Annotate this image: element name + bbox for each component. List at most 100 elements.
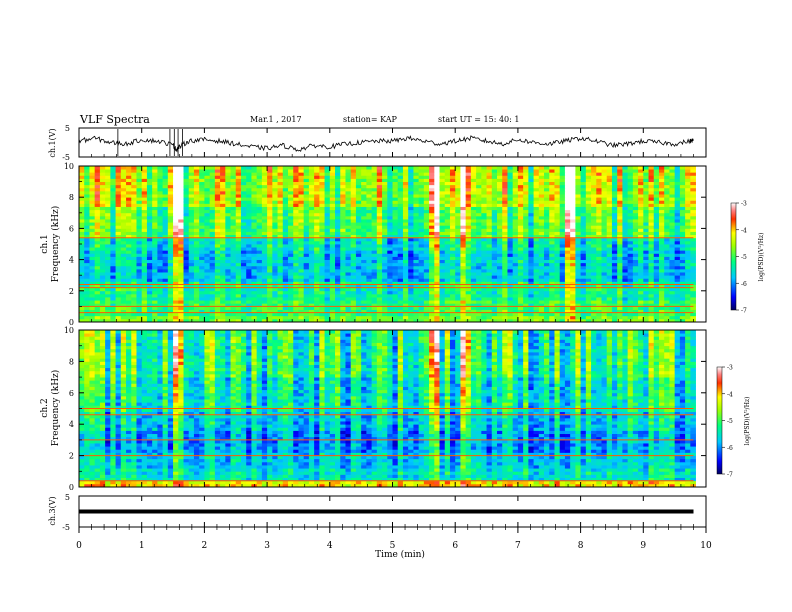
ch1-spectrogram-cell: [481, 262, 487, 267]
ch1-spectrogram-cell: [674, 209, 681, 214]
ch1-spectrogram-cell: [544, 272, 550, 276]
ch1-spectrogram-cell: [371, 206, 378, 211]
ch1-spectrogram-cell: [335, 197, 341, 201]
ch1-spectrogram-cell: [455, 200, 461, 204]
ch1-spectrogram-cell: [99, 228, 106, 232]
ch1-spectrogram-cell: [251, 225, 258, 229]
ch1-spectrogram-cell: [162, 272, 169, 276]
ch1-spectrogram-cell: [685, 272, 691, 276]
ch1-spectrogram-cell: [585, 303, 592, 307]
ch1-spectrogram-cell: [460, 303, 467, 307]
ch1-spectrogram-cell: [251, 237, 258, 242]
ch1-spectrogram-cell: [476, 265, 482, 270]
ch1-spectrogram-cell: [549, 259, 555, 264]
ch1-spectrogram-cell: [282, 293, 289, 298]
ch1-spectrogram-cell: [79, 253, 85, 257]
ch1-spectrogram-cell: [157, 219, 164, 223]
ch1-spectrogram-cell: [225, 215, 231, 220]
ch1-spectrogram-cell: [371, 190, 378, 195]
ch1-spectrogram-cell: [585, 268, 592, 273]
ch1-spectrogram-cell: [679, 190, 686, 195]
ch1-spectrogram-cell: [173, 234, 179, 239]
ch1-spectrogram-cell: [366, 206, 373, 211]
ch1-spectrogram-cell: [423, 312, 430, 317]
ch1-spectrogram-cell: [361, 315, 367, 320]
ch1-spectrogram-cell: [355, 244, 362, 248]
ch1-spectrogram-cell: [225, 297, 231, 301]
ch1-spectrogram-cell: [502, 265, 508, 270]
ch1-spectrogram-cell: [664, 297, 670, 301]
ch1-spectrogram-cell: [549, 197, 555, 201]
ch1-spectrogram-cell: [79, 212, 85, 217]
ch1-spectrogram-cell: [246, 268, 252, 273]
ch1-spectrogram-cell: [120, 259, 127, 264]
ch1-spectrogram-cell: [606, 237, 613, 242]
ch1-spectrogram-cell: [314, 253, 320, 257]
ch1-spectrogram-cell: [627, 194, 634, 198]
ch1-spectrogram-cell: [648, 231, 655, 236]
ch1-spectrogram-cell: [533, 268, 540, 273]
ch1-spectrogram-cell: [439, 215, 446, 220]
ch1-spectrogram-cell: [387, 318, 393, 323]
ch1-spectrogram-cell: [653, 190, 660, 195]
ch1-spectrogram-cell: [585, 300, 592, 304]
ch1-spectrogram-cell: [382, 284, 388, 289]
ch1-spectrogram-cell: [643, 215, 649, 220]
ch1-spectrogram-cell: [533, 209, 540, 214]
ch1-spectrogram-cell: [423, 240, 430, 245]
ch1-spectrogram-cell: [439, 219, 446, 223]
ch1-spectrogram-cell: [507, 234, 514, 239]
ch1-spectrogram-cell: [533, 244, 540, 248]
ch1-spectrogram-cell: [538, 262, 545, 267]
ch1-spectrogram-cell: [136, 318, 143, 323]
ch1-spectrogram-cell: [387, 247, 393, 251]
ch1-spectrogram-cell: [261, 306, 268, 310]
ch1-spectrogram-cell: [178, 228, 184, 232]
ch1-spectrogram-cell: [444, 237, 451, 242]
ch1-spectrogram-cell: [209, 268, 216, 273]
ch1-spectrogram-cell: [554, 253, 561, 257]
ch1-spectrogram-cell: [131, 234, 137, 239]
ch1-spectrogram-cell: [465, 240, 472, 245]
ch1-spectrogram-cell: [434, 268, 440, 273]
ch1-spectrogram-cell: [679, 247, 686, 251]
ch1-spectrogram-cell: [167, 250, 174, 254]
ch1-spectrogram-cell: [617, 206, 623, 211]
ch1-spectrogram-cell: [690, 297, 696, 301]
ch1-spectrogram-cell: [606, 215, 613, 220]
ch1-spectrogram-cell: [371, 278, 378, 282]
ch1-spectrogram-cell: [611, 259, 618, 264]
ch1-spectrogram-cell: [230, 212, 237, 217]
ch1-spectrogram-cell: [559, 203, 566, 207]
ch1-spectrogram-cell: [648, 275, 655, 279]
ch1-spectrogram-cell: [517, 312, 524, 317]
ch1-spectrogram-cell: [664, 240, 670, 245]
ch1-spectrogram-cell: [617, 190, 623, 195]
ch1-spectrogram-cell: [345, 287, 352, 292]
ch1-spectrogram-cell: [230, 262, 237, 267]
ch1-spectrogram-cell: [199, 309, 205, 314]
ch1-spectrogram-cell: [596, 318, 602, 323]
ch1-spectrogram-cell: [570, 237, 576, 242]
ch1-spectrogram-cell: [329, 284, 336, 289]
ch1-spectrogram-cell: [549, 200, 555, 204]
ch1-spectrogram-cell: [183, 197, 190, 201]
ch1-spectrogram-cell: [361, 259, 367, 264]
ch1-spectrogram-cell: [162, 203, 169, 207]
ch1-spectrogram-cell: [157, 300, 164, 304]
ch1-spectrogram-cell: [178, 272, 184, 276]
ch1-spectrogram-cell: [434, 318, 440, 323]
ch1-spectrogram-cell: [120, 262, 127, 267]
ch1-spectrogram-cell: [517, 228, 524, 232]
ch1-spectrogram-cell: [528, 312, 534, 317]
ch1-spectrogram-cell: [643, 219, 649, 223]
ch1-spectrogram-cell: [79, 197, 85, 201]
ch1-spectrogram-cell: [658, 268, 665, 273]
ch1-spectrogram-cell: [507, 209, 514, 214]
ch1-spectrogram-cell: [580, 318, 587, 323]
ch1-spectrogram-cell: [439, 272, 446, 276]
ch1-spectrogram-cell: [429, 215, 435, 220]
ch1-spectrogram-cell: [345, 293, 352, 298]
ch1-spectrogram-cell: [622, 222, 629, 226]
ch1-spectrogram-cell: [596, 259, 602, 264]
